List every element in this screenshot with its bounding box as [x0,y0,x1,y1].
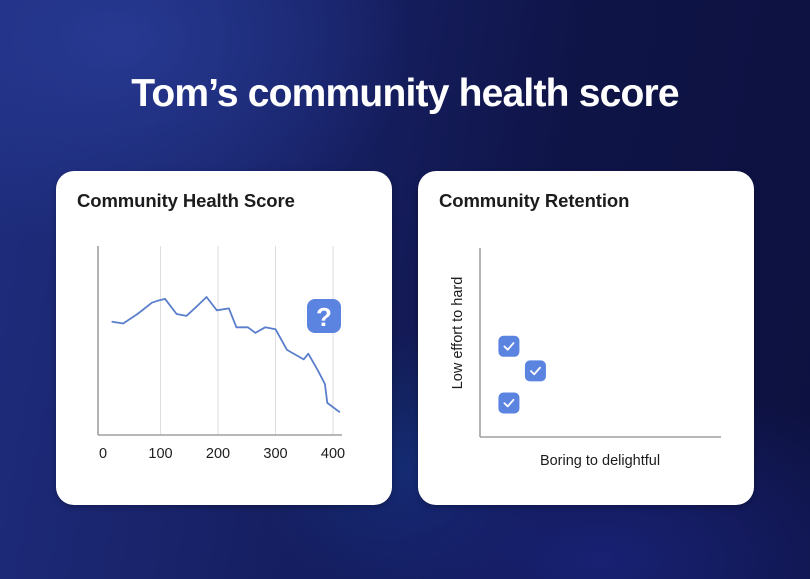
checkbox-bg [524,360,546,382]
community-health-score-card: Community Health Score 0 100 200 300 400 ? [56,171,392,505]
x-tick-labels: 0 100 200 300 400 [99,446,345,462]
card-title: Community Retention [439,190,630,211]
x-tick-label: 0 [99,446,107,462]
question-mark-icon: ? [316,302,332,332]
x-tick-label: 200 [206,446,230,462]
card-title: Community Health Score [77,190,295,211]
x-axis-label: Boring to delightful [540,453,660,469]
community-retention-card: Community Retention Low effort to hard B… [418,171,754,505]
x-tick-label: 300 [263,446,287,462]
y-axis-label: Low effort to hard [450,277,466,390]
page-title: Tom’s community health score [131,72,679,115]
question-mark-badge-bg [307,299,341,333]
checkbox-marker[interactable] [524,360,546,382]
retention-scatter-chart: Low effort to hard Boring to delightful [450,248,721,469]
question-mark-badge[interactable]: ? [307,299,341,333]
x-tick-label: 100 [148,446,172,462]
checkmark-icon [503,398,515,408]
checkmark-icon [503,342,515,351]
health-score-line [111,296,341,414]
gridlines [160,246,334,435]
x-tick-label: 400 [321,446,345,462]
scatter-points [498,335,546,414]
health-score-line-chart: 0 100 200 300 400 ? [97,246,345,462]
checkbox-bg [498,335,520,357]
checkbox-marker[interactable] [498,335,520,357]
checkbox-marker[interactable] [498,392,520,414]
checkmark-icon [530,366,541,376]
checkbox-bg [498,392,520,414]
